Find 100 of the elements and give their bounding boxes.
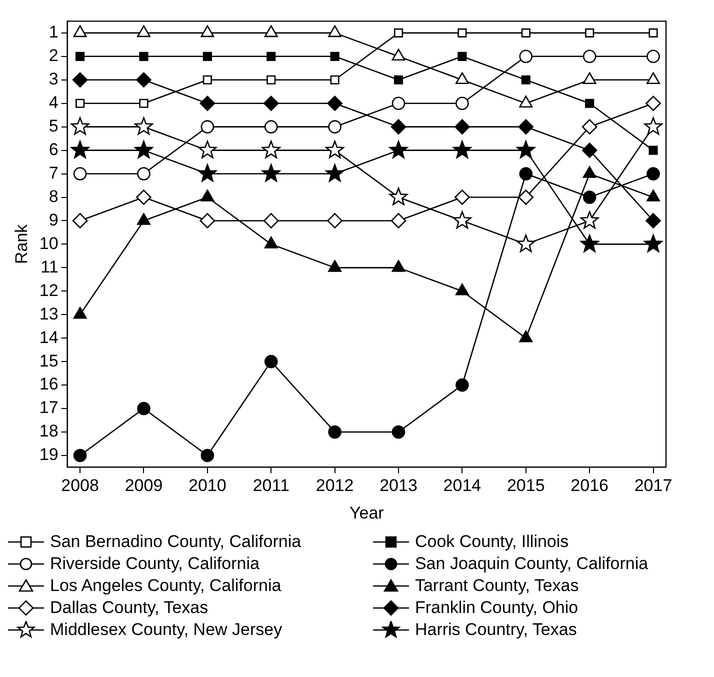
point: [200, 190, 214, 202]
legend-label: San Bernadino County, California: [50, 532, 302, 552]
y-tick-label: 2: [48, 46, 58, 66]
point: [519, 330, 533, 342]
point: [137, 167, 150, 180]
point: [646, 190, 660, 202]
y-tick-label: 3: [48, 70, 58, 89]
point: [582, 142, 598, 158]
point: [646, 72, 660, 84]
point: [582, 166, 596, 178]
legend-label: Franklin County, Ohio: [414, 598, 578, 618]
point: [454, 119, 470, 134]
point: [328, 260, 342, 272]
point: [326, 140, 344, 158]
point: [137, 402, 150, 416]
point: [136, 72, 152, 88]
point: [390, 119, 406, 134]
y-axis-title: Rank: [12, 224, 31, 264]
y-tick-label: 14: [39, 328, 58, 347]
point: [392, 260, 406, 272]
x-tick-label: 2008: [61, 476, 99, 496]
point: [458, 52, 467, 61]
point: [519, 167, 533, 180]
y-tick-label: 12: [39, 280, 58, 300]
point: [139, 52, 148, 61]
point: [134, 140, 153, 158]
point: [582, 50, 596, 64]
y-tick-label: 9: [48, 210, 58, 230]
y-tick-label: 6: [48, 140, 58, 159]
x-tick-label: 2015: [506, 476, 545, 496]
point: [327, 96, 342, 112]
point: [327, 213, 342, 228]
point: [330, 75, 340, 84]
point: [455, 283, 469, 296]
point: [648, 146, 658, 155]
point: [389, 140, 408, 158]
point: [392, 425, 406, 439]
point: [198, 164, 217, 182]
point: [516, 140, 536, 158]
point: [73, 25, 87, 38]
point: [263, 96, 279, 112]
legend-label: Los Angeles County, California: [50, 576, 282, 596]
legend-label: Harris Country, Texas: [414, 620, 577, 640]
point: [264, 25, 278, 38]
point: [452, 140, 472, 158]
point: [134, 117, 153, 135]
point: [580, 211, 599, 229]
point: [76, 52, 85, 61]
y-tick-label: 11: [40, 257, 58, 276]
x-tick-label: 2017: [634, 476, 672, 496]
point: [262, 164, 280, 182]
y-tick-label: 17: [39, 398, 58, 418]
point: [200, 213, 216, 228]
point: [521, 28, 530, 38]
x-tick-label: 2011: [252, 476, 290, 496]
x-tick-label: 2013: [380, 476, 418, 496]
point: [519, 96, 533, 108]
y-tick-label: 4: [48, 93, 58, 112]
point: [392, 96, 406, 110]
point: [70, 117, 90, 135]
point: [326, 164, 344, 182]
legend-label: Dallas County, Texas: [50, 598, 208, 618]
point: [264, 120, 278, 134]
y-tick-label: 5: [48, 116, 58, 136]
point: [518, 119, 534, 134]
x-tick-label: 2014: [443, 476, 482, 496]
legend-label: Riverside County, California: [50, 554, 260, 574]
point: [582, 119, 598, 134]
point: [518, 190, 534, 205]
point: [200, 96, 216, 112]
point: [200, 25, 214, 38]
x-tick-label: 2010: [188, 476, 226, 496]
legend-label: San Joaquin County, California: [414, 554, 648, 574]
point: [137, 25, 150, 38]
point: [644, 117, 662, 135]
point: [263, 213, 279, 228]
y-tick-label: 18: [39, 422, 58, 441]
point: [266, 75, 276, 84]
y-tick-label: 7: [48, 163, 58, 182]
point: [264, 236, 278, 248]
point: [390, 213, 406, 228]
point: [70, 140, 90, 158]
point: [394, 28, 404, 38]
point: [76, 98, 85, 108]
point: [582, 190, 596, 204]
point: [202, 75, 212, 84]
y-tick-label: 8: [48, 186, 58, 206]
point: [394, 75, 404, 84]
point: [646, 213, 661, 228]
point: [264, 354, 278, 368]
point: [200, 120, 214, 134]
point: [262, 140, 280, 158]
point: [139, 98, 148, 108]
point: [644, 234, 662, 252]
y-tick-label: 19: [39, 445, 58, 464]
point: [73, 167, 87, 180]
point: [456, 378, 469, 392]
point: [454, 190, 470, 205]
x-tick-label: 2016: [570, 476, 608, 496]
y-tick-label: 1: [48, 22, 58, 42]
